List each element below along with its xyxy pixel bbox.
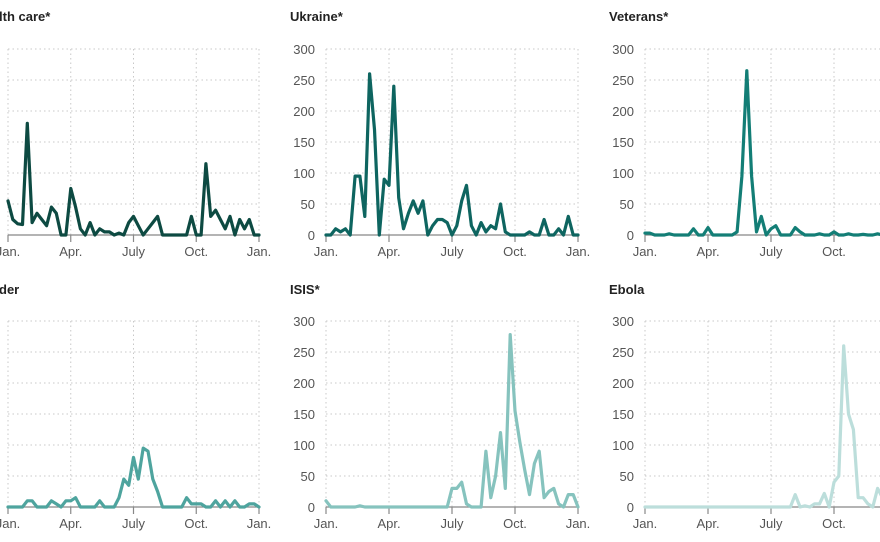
y-tick-label: 150 [293, 135, 315, 150]
x-tick-label: Oct. [822, 516, 846, 531]
x-tick-label: July [759, 516, 783, 531]
y-tick-label: 250 [612, 73, 634, 88]
x-tick-label: Oct. [503, 516, 527, 531]
panel-title: ISIS* [290, 282, 321, 297]
y-tick-label: 50 [620, 197, 634, 212]
x-tick-label: Apr. [377, 244, 400, 259]
panel-ukraine: Ukraine* 0 50 100 150 200 250 300 Jan. Apr. July Oc… [290, 9, 590, 259]
y-tick-label: 150 [612, 407, 634, 422]
y-tick-label: 0 [308, 500, 315, 515]
x-tick-label: Jan. [0, 244, 20, 259]
x-tick-label: Apr. [59, 244, 82, 259]
x-tick-label: Apr. [696, 244, 719, 259]
y-tick-label: 150 [293, 407, 315, 422]
y-tick-label: 250 [612, 345, 634, 360]
x-tick-label: July [122, 516, 146, 531]
y-tick-label: 100 [293, 166, 315, 181]
x-tick-label: Jan. [247, 244, 272, 259]
y-tick-label: 150 [612, 135, 634, 150]
y-tick-label: 250 [293, 73, 315, 88]
y-tick-label: 50 [301, 469, 315, 484]
y-tick-label: 300 [612, 314, 634, 329]
y-tick-label: 250 [293, 345, 315, 360]
panel-title: Ukraine* [290, 9, 344, 24]
y-tick-label: 200 [612, 376, 634, 391]
y-tick-label: 50 [620, 469, 634, 484]
x-tick-label: Apr. [377, 516, 400, 531]
panel-title: Veterans* [609, 9, 669, 24]
y-tick-label: 300 [612, 42, 634, 57]
panel-title: lth care* [0, 9, 51, 24]
x-tick-label: Jan. [633, 516, 658, 531]
x-tick-label: Oct. [503, 244, 527, 259]
y-tick-label: 300 [293, 42, 315, 57]
panel-isis: ISIS* 0 50 100 150 200 250 300 Jan. Apr. July Oct. J… [290, 282, 590, 531]
panel-border: der Jan. Apr. July Oct. Jan. [0, 282, 271, 531]
x-tick-label: Oct. [184, 244, 208, 259]
x-tick-label: Jan. [314, 516, 339, 531]
panel-ebola: Ebola 0 50 100 150 200 250 300 Jan. Apr. July Oct. [609, 282, 880, 531]
series-line [643, 69, 880, 237]
x-tick-label: Jan. [0, 516, 20, 531]
y-tick-label: 200 [612, 104, 634, 119]
y-tick-label: 200 [293, 376, 315, 391]
x-tick-label: Jan. [566, 244, 591, 259]
series-line [643, 344, 880, 509]
panel-title: der [0, 282, 19, 297]
x-tick-label: Jan. [633, 244, 658, 259]
y-tick-label: 300 [293, 314, 315, 329]
x-tick-label: July [759, 244, 783, 259]
y-tick-label: 100 [293, 438, 315, 453]
x-tick-label: Jan. [247, 516, 272, 531]
series-line [6, 446, 261, 509]
x-tick-label: July [440, 516, 464, 531]
x-tick-label: Apr. [696, 516, 719, 531]
x-tick-label: Jan. [566, 516, 591, 531]
x-tick-label: Oct. [184, 516, 208, 531]
x-tick-label: Jan. [314, 244, 339, 259]
y-tick-label: 100 [612, 438, 634, 453]
y-tick-label: 100 [612, 166, 634, 181]
x-tick-label: Apr. [59, 516, 82, 531]
y-tick-label: 0 [627, 228, 634, 243]
y-tick-label: 0 [308, 228, 315, 243]
y-tick-label: 0 [627, 500, 634, 515]
x-tick-label: Oct. [822, 244, 846, 259]
x-tick-label: July [122, 244, 146, 259]
panel-title: Ebola [609, 282, 645, 297]
panel-health-care: lth care* Jan. Apr. July Oct. Jan. [0, 9, 271, 259]
x-tick-label: July [440, 244, 464, 259]
y-tick-label: 200 [293, 104, 315, 119]
panel-veterans: Veterans* 0 50 100 150 200 250 300 Jan. Apr. July O… [609, 9, 880, 259]
y-tick-label: 50 [301, 197, 315, 212]
series-line [324, 72, 580, 237]
